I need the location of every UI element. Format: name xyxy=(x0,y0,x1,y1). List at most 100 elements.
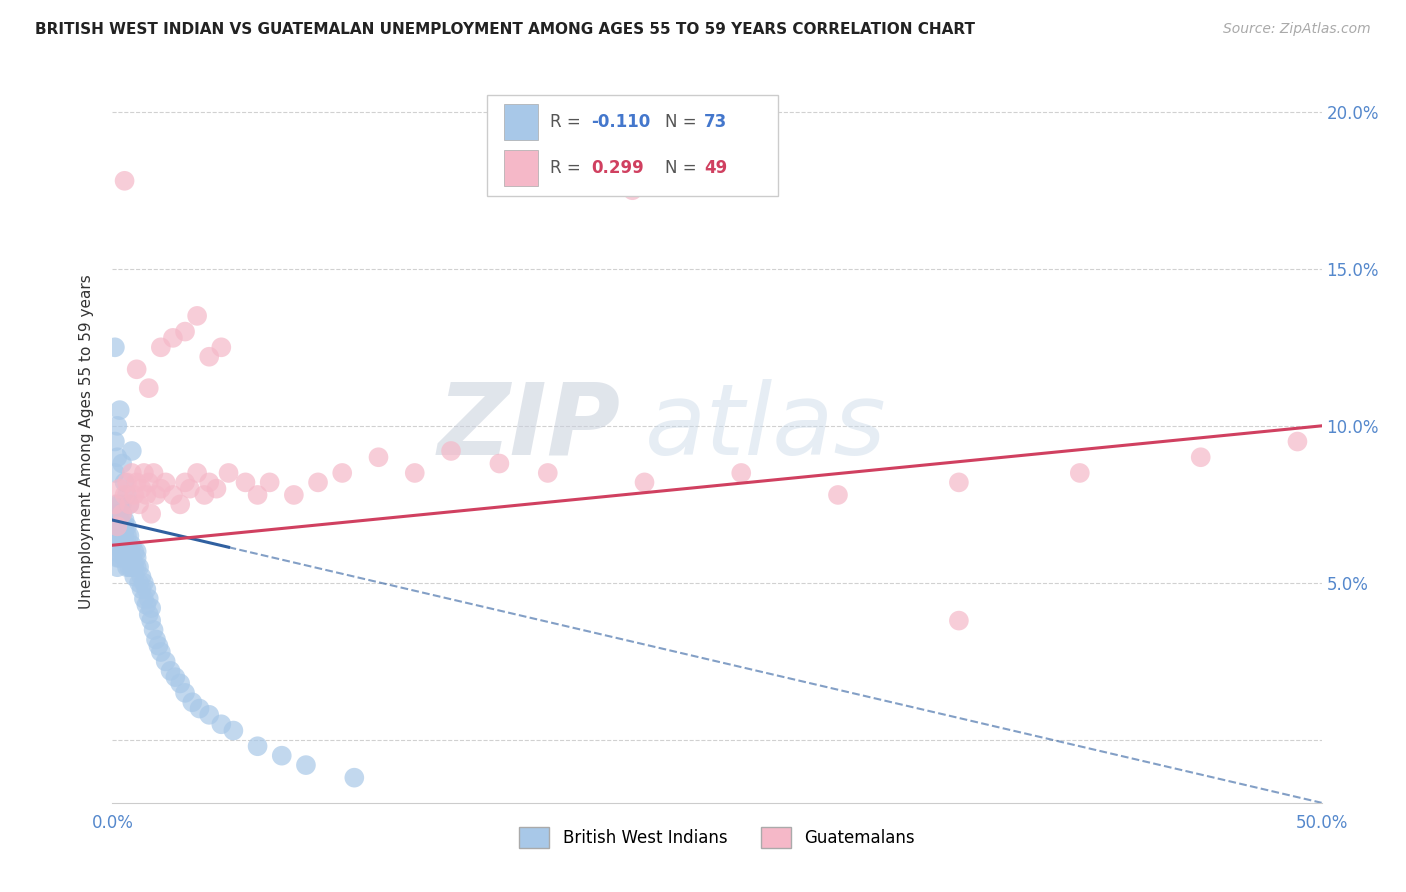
Point xyxy=(125,475,148,490)
Point xyxy=(105,529,128,543)
Point xyxy=(259,475,281,490)
Point xyxy=(121,466,143,480)
Point xyxy=(111,529,134,543)
Point xyxy=(169,676,191,690)
Point xyxy=(621,183,644,197)
Point xyxy=(343,771,366,785)
Point xyxy=(948,475,970,490)
Point xyxy=(193,488,215,502)
Point xyxy=(115,529,138,543)
Point xyxy=(108,513,131,527)
Point xyxy=(114,529,136,543)
Point xyxy=(186,309,208,323)
Point xyxy=(131,569,153,583)
Point xyxy=(105,560,128,574)
Point xyxy=(1286,434,1309,449)
Point xyxy=(108,550,131,565)
Point xyxy=(138,475,160,490)
Point xyxy=(115,488,138,502)
Point xyxy=(115,560,138,574)
Point xyxy=(125,550,148,565)
Text: 49: 49 xyxy=(704,159,727,177)
Point xyxy=(141,601,163,615)
Point xyxy=(179,482,201,496)
Legend: British West Indians, Guatemalans: British West Indians, Guatemalans xyxy=(512,819,922,856)
Point xyxy=(135,582,157,597)
Point xyxy=(404,466,426,480)
Point xyxy=(235,475,257,490)
Point xyxy=(1069,466,1091,480)
Point xyxy=(141,507,163,521)
Point xyxy=(111,544,134,558)
Point xyxy=(131,482,153,496)
Point xyxy=(118,529,141,543)
Point xyxy=(121,538,143,552)
Point xyxy=(105,450,128,465)
Point xyxy=(205,482,228,496)
Point xyxy=(440,444,463,458)
Point xyxy=(169,497,191,511)
Point xyxy=(174,475,197,490)
Point xyxy=(105,418,128,433)
Point xyxy=(827,488,849,502)
Text: N =: N = xyxy=(665,113,702,131)
Point xyxy=(209,340,232,354)
Point xyxy=(132,591,155,606)
Text: R =: R = xyxy=(550,113,586,131)
Text: -0.110: -0.110 xyxy=(592,113,651,131)
Text: 73: 73 xyxy=(704,113,727,131)
Point xyxy=(141,614,163,628)
Text: Source: ZipAtlas.com: Source: ZipAtlas.com xyxy=(1223,22,1371,37)
Point xyxy=(1189,450,1212,465)
Point xyxy=(307,475,329,490)
Point xyxy=(186,466,208,480)
Text: BRITISH WEST INDIAN VS GUATEMALAN UNEMPLOYMENT AMONG AGES 55 TO 59 YEARS CORRELA: BRITISH WEST INDIAN VS GUATEMALAN UNEMPL… xyxy=(35,22,976,37)
Point xyxy=(121,550,143,565)
Point xyxy=(135,598,157,612)
Point xyxy=(145,632,167,647)
Point xyxy=(367,450,389,465)
Point xyxy=(114,519,136,533)
Point xyxy=(138,381,160,395)
Point xyxy=(174,686,197,700)
Point xyxy=(122,560,145,574)
Point xyxy=(142,466,165,480)
FancyBboxPatch shape xyxy=(505,104,538,140)
Point xyxy=(270,748,292,763)
Point xyxy=(537,466,560,480)
Point xyxy=(114,550,136,565)
Point xyxy=(118,550,141,565)
Text: atlas: atlas xyxy=(644,378,886,475)
Point xyxy=(114,513,136,527)
Text: ZIP: ZIP xyxy=(437,378,620,475)
Point xyxy=(198,350,221,364)
Point xyxy=(128,575,150,590)
Point xyxy=(148,639,170,653)
Point xyxy=(104,340,127,354)
Point xyxy=(198,707,221,722)
Point xyxy=(246,488,269,502)
Point xyxy=(114,488,136,502)
Point xyxy=(283,488,305,502)
Text: 0.299: 0.299 xyxy=(592,159,644,177)
Point xyxy=(108,482,131,496)
Point xyxy=(295,758,318,772)
Point xyxy=(108,507,131,521)
Point xyxy=(246,739,269,754)
Point xyxy=(121,444,143,458)
Point xyxy=(108,497,131,511)
Point xyxy=(132,575,155,590)
Point xyxy=(145,488,167,502)
Point xyxy=(155,475,177,490)
Point xyxy=(188,701,211,715)
Point xyxy=(111,457,134,471)
FancyBboxPatch shape xyxy=(505,150,538,186)
Point xyxy=(330,466,353,480)
Point xyxy=(165,670,187,684)
Point xyxy=(104,529,127,543)
Point xyxy=(125,362,148,376)
Point xyxy=(108,403,131,417)
Point xyxy=(105,519,128,533)
Point xyxy=(111,507,134,521)
Point xyxy=(128,560,150,574)
